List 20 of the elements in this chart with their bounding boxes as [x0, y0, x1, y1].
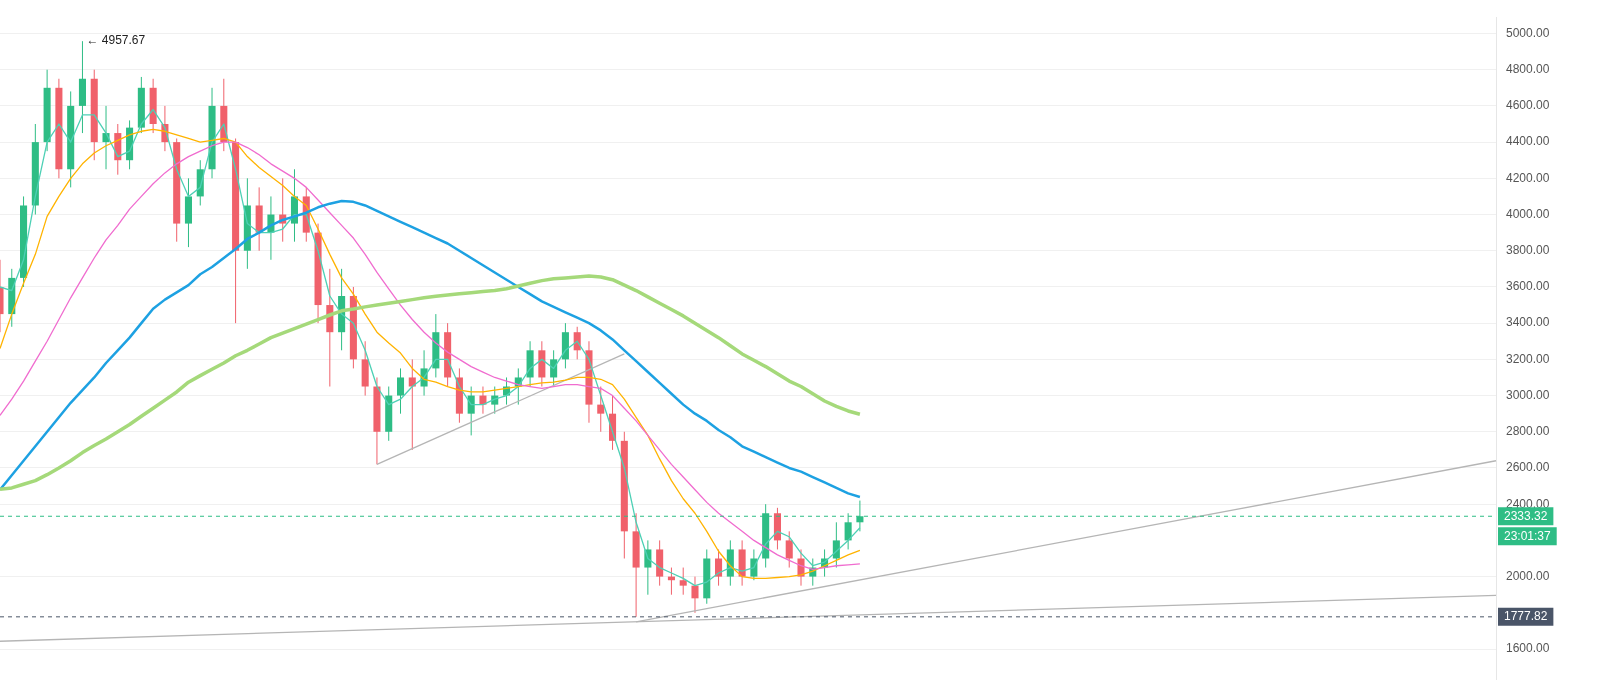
- y-tick-label: 5000.00: [1506, 25, 1550, 40]
- y-tick-label: 3400.00: [1506, 315, 1550, 330]
- y-tick-label: 2400.00: [1506, 496, 1550, 511]
- ref-line-label: 2333.32: [1504, 508, 1548, 523]
- y-tick-label: 2800.00: [1506, 424, 1550, 439]
- annotation: ← 4957.67: [86, 33, 146, 48]
- y-tick-label: 4800.00: [1506, 62, 1550, 77]
- y-tick-label: 2600.00: [1506, 460, 1550, 475]
- y-tick-label: 3600.00: [1506, 279, 1550, 294]
- y-tick-label: 4200.00: [1506, 170, 1550, 185]
- y-tick-label: 4000.00: [1506, 206, 1550, 221]
- ref-line-label: 1777.82: [1504, 609, 1548, 624]
- y-tick-label: 4600.00: [1506, 98, 1550, 113]
- y-tick-label: 3200.00: [1506, 351, 1550, 366]
- y-tick-label: 3000.00: [1506, 387, 1550, 402]
- y-tick-label: 4400.00: [1506, 134, 1550, 149]
- y-tick-label: 2000.00: [1506, 568, 1550, 583]
- y-tick-label: 3800.00: [1506, 243, 1550, 258]
- text: 23:01:37: [1504, 528, 1552, 543]
- y-tick-label: 1600.00: [1506, 641, 1550, 656]
